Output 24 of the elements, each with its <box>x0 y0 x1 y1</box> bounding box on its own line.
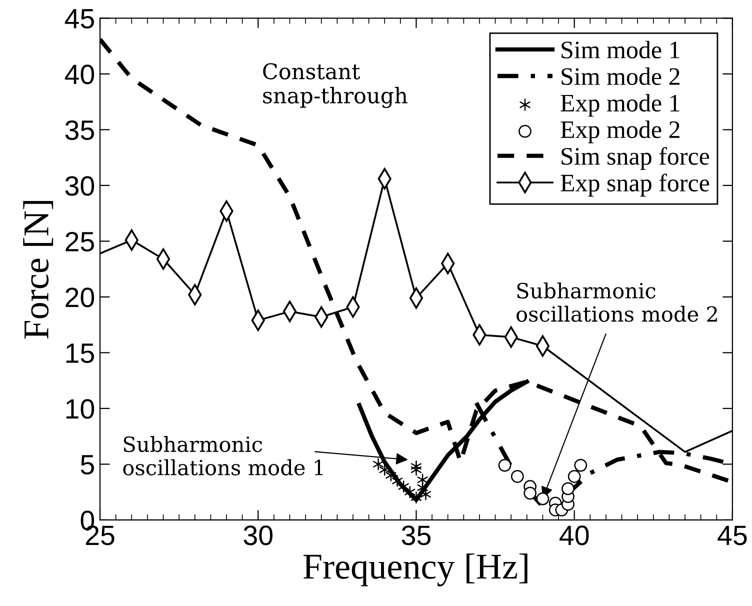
annotation: Subharmonic oscillations mode 2 <box>516 282 717 322</box>
y-tick-label: 5 <box>80 455 94 475</box>
y-tick-label: 25 <box>66 232 94 252</box>
legend-label: Sim mode 1 <box>562 40 680 58</box>
legend-label: Sim mode 2 <box>562 67 680 85</box>
y-axis-title: Force [N] <box>23 201 54 339</box>
y-tick-label: 20 <box>66 288 94 308</box>
x-tick-label: 40 <box>560 526 589 546</box>
y-tick-label: 15 <box>66 344 94 364</box>
x-tick-label: 30 <box>244 526 272 546</box>
annotation: Constant snap-through <box>263 63 408 108</box>
legend-label: Exp mode 2 <box>560 120 680 144</box>
y-tick-label: 40 <box>64 64 94 84</box>
y-tick-label: 10 <box>66 399 94 419</box>
legend-label: Sim snap force <box>562 146 710 170</box>
x-axis-title: Frequency [Hz] <box>303 553 528 586</box>
y-tick-label: 30 <box>65 176 94 196</box>
annotation: Subharmonic oscillations mode 1 <box>123 436 323 476</box>
legend-label: Exp snap force <box>560 174 710 197</box>
x-tick-label: 35 <box>402 526 431 546</box>
y-tick-label: 35 <box>65 120 94 140</box>
y-tick-label: 45 <box>64 9 94 29</box>
x-tick-label: 45 <box>718 526 747 546</box>
legend-label: Exp mode 1 <box>560 94 680 117</box>
